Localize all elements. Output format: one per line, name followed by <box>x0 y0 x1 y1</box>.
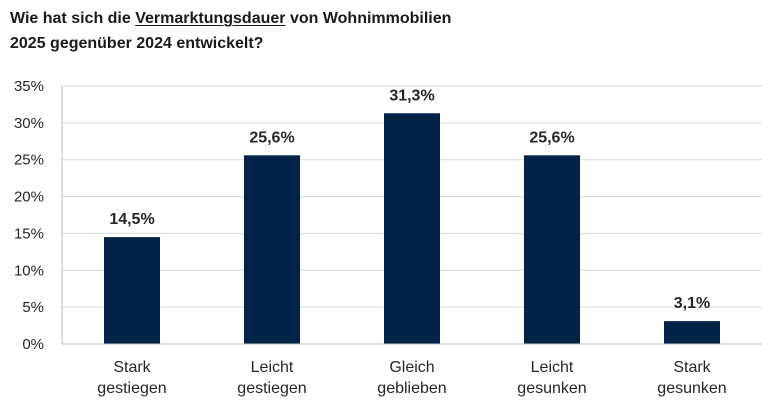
category-label: Leicht <box>251 359 294 376</box>
chart-title-part2: von Wohnimmobilien <box>285 10 452 27</box>
category-label: geblieben <box>377 380 446 397</box>
bar <box>384 113 440 344</box>
data-label: 25,6% <box>249 129 294 146</box>
y-tick-label: 15% <box>14 225 44 242</box>
axes <box>61 86 762 345</box>
data-label: 3,1% <box>674 295 710 312</box>
category-label: Gleich <box>389 359 434 376</box>
y-tick-label: 20% <box>14 189 44 206</box>
chart-title: Wie hat sich die Vermarktungsdauer von W… <box>10 6 770 56</box>
chart-title-underlined: Vermarktungsdauer <box>135 10 286 27</box>
category-label: gestiegen <box>237 380 306 397</box>
y-tick-label: 35% <box>14 78 44 95</box>
bars <box>104 113 720 344</box>
bar <box>244 155 300 344</box>
category-label: gesunken <box>517 380 586 397</box>
y-tick-label: 0% <box>22 336 44 353</box>
bar <box>524 155 580 344</box>
category-labels: Stark gestiegen Leicht gestiegen Gleich gebli… <box>97 359 726 397</box>
category-label: gestiegen <box>97 380 166 397</box>
y-tick-label: 10% <box>14 262 44 279</box>
y-tick-label: 5% <box>22 299 44 316</box>
data-labels: 14,5% 25,6% 31,3% 25,6% 3,1% <box>109 87 710 312</box>
category-label: Stark <box>113 359 151 376</box>
data-label: 25,6% <box>529 129 574 146</box>
chart-title-part1: Wie hat sich die <box>10 10 136 27</box>
category-label: Stark <box>673 359 711 376</box>
data-label: 14,5% <box>109 211 154 228</box>
bar <box>104 237 160 344</box>
y-axis-ticks: 0% 5% 10% 15% 20% 25% 30% 35% <box>14 78 44 353</box>
category-label: gesunken <box>657 380 726 397</box>
category-label: Leicht <box>531 359 574 376</box>
chart-title-line2: 2025 gegenüber 2024 entwickelt? <box>10 35 264 52</box>
data-label: 31,3% <box>389 87 434 104</box>
y-tick-label: 30% <box>14 115 44 132</box>
bar <box>664 321 720 344</box>
y-tick-label: 25% <box>14 152 44 169</box>
